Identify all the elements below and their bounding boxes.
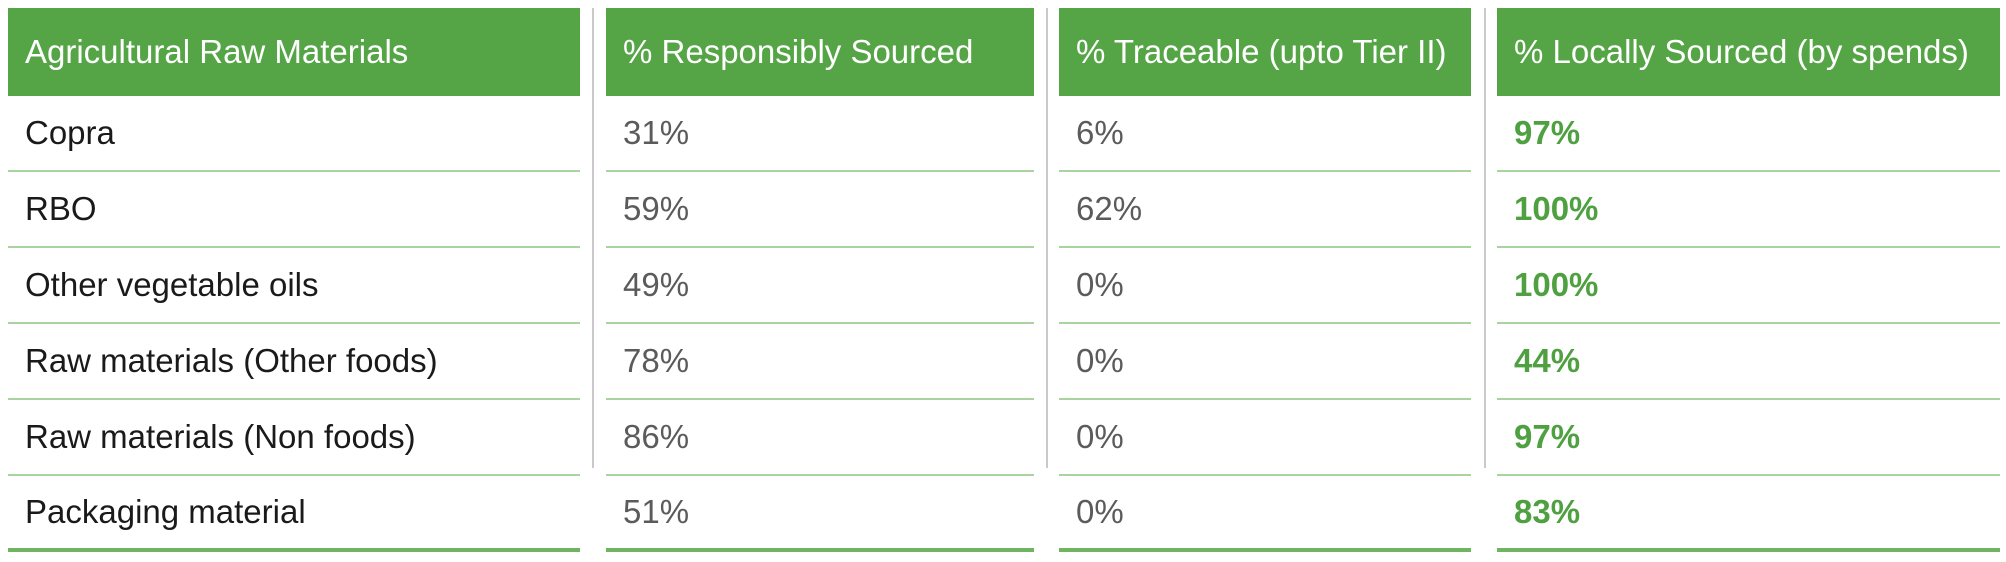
table-cell-locally-sourced: 97% bbox=[1497, 96, 2000, 172]
table-cell-material: Copra bbox=[8, 96, 580, 172]
column-separator bbox=[592, 8, 594, 468]
table-cell-locally-sourced: 100% bbox=[1497, 248, 2000, 324]
header-responsibly-sourced: % Responsibly Sourced bbox=[606, 8, 1034, 96]
table-cell-locally-sourced: 44% bbox=[1497, 324, 2000, 400]
table-cell-traceable: 0% bbox=[1059, 324, 1471, 400]
table-cell-responsibly-sourced: 59% bbox=[606, 172, 1034, 248]
table-cell-material: Raw materials (Other foods) bbox=[8, 324, 580, 400]
table-cell-traceable: 6% bbox=[1059, 96, 1471, 172]
table-cell-traceable: 0% bbox=[1059, 248, 1471, 324]
table-cell-material: RBO bbox=[8, 172, 580, 248]
column-locally-sourced: % Locally Sourced (by spends) 97% 100% 1… bbox=[1497, 8, 2000, 558]
table-cell-traceable: 62% bbox=[1059, 172, 1471, 248]
table-cell-traceable: 0% bbox=[1059, 400, 1471, 476]
table-cell-locally-sourced: 97% bbox=[1497, 400, 2000, 476]
table-cell-locally-sourced: 83% bbox=[1497, 476, 2000, 552]
header-locally-sourced: % Locally Sourced (by spends) bbox=[1497, 8, 2000, 96]
table-cell-responsibly-sourced: 51% bbox=[606, 476, 1034, 552]
column-materials: Agricultural Raw Materials Copra RBO Oth… bbox=[8, 8, 580, 558]
table-cell-material: Raw materials (Non foods) bbox=[8, 400, 580, 476]
column-responsibly-sourced: % Responsibly Sourced 31% 59% 49% 78% 86… bbox=[606, 8, 1034, 558]
table-cell-responsibly-sourced: 49% bbox=[606, 248, 1034, 324]
column-separator bbox=[1484, 8, 1486, 468]
header-traceable: % Traceable (upto Tier II) bbox=[1059, 8, 1471, 96]
table-cell-locally-sourced: 100% bbox=[1497, 172, 2000, 248]
column-separator bbox=[1046, 8, 1048, 468]
column-traceable: % Traceable (upto Tier II) 6% 62% 0% 0% … bbox=[1059, 8, 1471, 558]
table-cell-responsibly-sourced: 86% bbox=[606, 400, 1034, 476]
header-materials: Agricultural Raw Materials bbox=[8, 8, 580, 96]
table-cell-material: Packaging material bbox=[8, 476, 580, 552]
table-cell-responsibly-sourced: 31% bbox=[606, 96, 1034, 172]
table-cell-material: Other vegetable oils bbox=[8, 248, 580, 324]
table-cell-responsibly-sourced: 78% bbox=[606, 324, 1034, 400]
table-cell-traceable: 0% bbox=[1059, 476, 1471, 552]
